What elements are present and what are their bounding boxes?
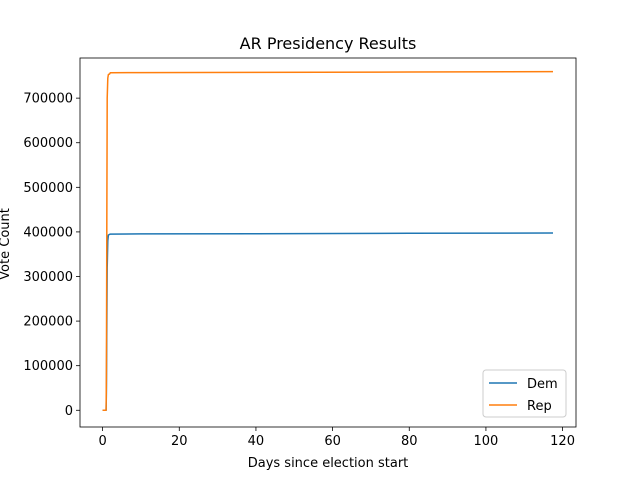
y-tick-label: 400000 <box>23 225 73 240</box>
x-tick-label: 60 <box>324 434 341 449</box>
x-tick-label: 100 <box>474 434 499 449</box>
x-tick-label: 40 <box>248 434 265 449</box>
y-tick-label: 300000 <box>23 270 73 285</box>
x-tick-label: 80 <box>401 434 418 449</box>
y-tick-label: 0 <box>65 404 73 419</box>
y-tick-label: 200000 <box>23 315 73 330</box>
y-tick-label: 700000 <box>23 92 73 107</box>
legend-label-rep: Rep <box>527 399 552 414</box>
y-axis-label: Vote Count <box>0 208 13 280</box>
chart-title: AR Presidency Results <box>240 34 417 53</box>
x-tick-label: 20 <box>171 434 188 449</box>
x-tick-label: 120 <box>550 434 575 449</box>
y-tick-label: 100000 <box>23 359 73 374</box>
x-tick-label: 0 <box>98 434 106 449</box>
y-tick-label: 500000 <box>23 181 73 196</box>
legend-label-dem: Dem <box>527 377 558 392</box>
axes-frame <box>79 57 577 428</box>
plot-area <box>102 70 554 412</box>
y-tick-label: 600000 <box>23 136 73 151</box>
series-line-rep <box>102 70 554 412</box>
x-axis-label: Days since election start <box>248 456 409 471</box>
legend: Dem Rep <box>482 369 567 418</box>
axes: 0 20 40 60 80 100 120 0 100000 200000 300000 400000… <box>23 57 577 449</box>
